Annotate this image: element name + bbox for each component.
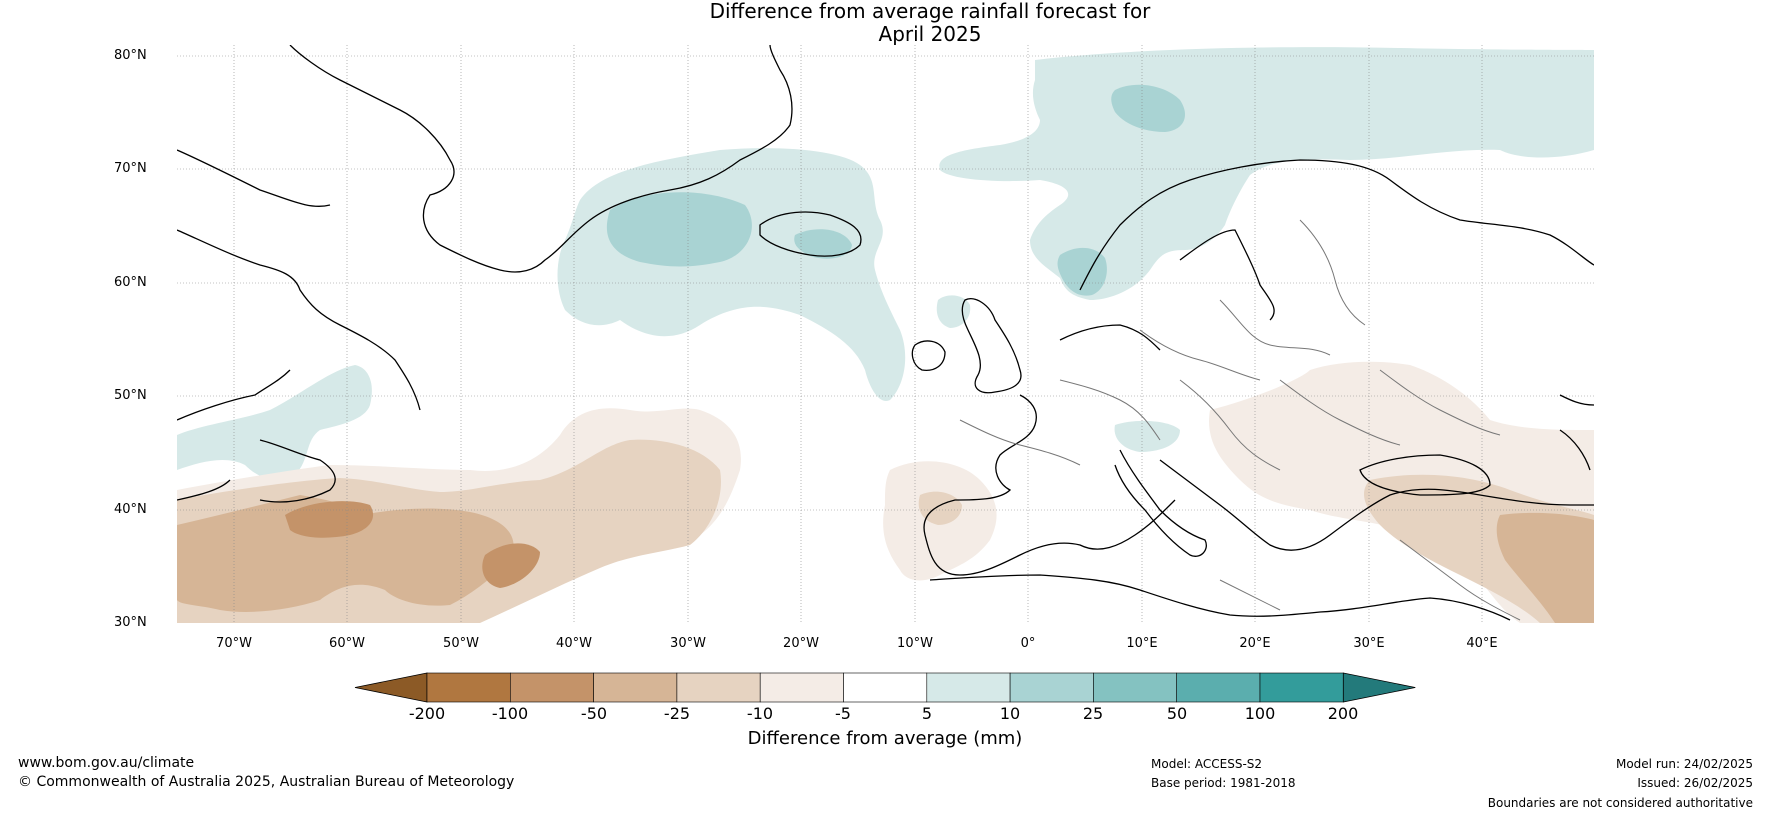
- wet-anomaly-barents: [939, 47, 1594, 301]
- colorbar-segment: [676, 672, 761, 703]
- colorbar-tick-label: 100: [1244, 704, 1276, 723]
- lon-label-60w: 60°W: [329, 636, 365, 651]
- title-line-1: Difference from average rainfall forecas…: [709, 0, 1151, 23]
- scandinavia-coast: [1079, 159, 1594, 321]
- lon-label-10e: 10°E: [1126, 636, 1158, 651]
- colorbar-tick-label: 50: [1166, 704, 1188, 723]
- colorbar-tick-label: 10: [999, 704, 1021, 723]
- colorbar-segment: [1009, 672, 1094, 703]
- lon-label-0: 0°: [1020, 636, 1036, 651]
- baffin-coast: [177, 149, 421, 411]
- colorbar-segment: [843, 672, 928, 703]
- model-run-text: Model run: 24/02/2025: [1615, 757, 1753, 771]
- dry-anomaly-atlantic-strong: [177, 495, 514, 612]
- lon-label-20e: 20°E: [1239, 636, 1271, 651]
- iceland-coast: [759, 211, 862, 257]
- lon-label-70w: 70°W: [216, 636, 252, 651]
- caspian-coast: [1559, 394, 1594, 471]
- colorbar-tick-label: -10: [746, 704, 774, 723]
- lat-label-80n: 80°N: [114, 48, 147, 63]
- website-link[interactable]: www.bom.gov.au/climate: [18, 755, 195, 771]
- labrador-coast: [177, 369, 336, 503]
- coastlines: [177, 45, 1594, 621]
- colorbar-title: Difference from average (mm): [747, 728, 1023, 749]
- graticule: [177, 45, 1594, 623]
- colorbar-tick-label: -100: [491, 704, 529, 723]
- wet-anomaly-alps: [1114, 420, 1180, 452]
- disclaimer-text: Boundaries are not considered authoritat…: [1487, 796, 1753, 810]
- wet-anomaly-labrador: [177, 365, 372, 481]
- north-africa-coast: [929, 574, 1511, 621]
- dry-anomaly-middle-east: [1496, 512, 1594, 623]
- colorbar-tick-label: -25: [663, 704, 691, 723]
- british-isles-coast: [911, 298, 1022, 394]
- copyright-text: © Commonwealth of Australia 2025, Austra…: [18, 774, 515, 790]
- lat-label-60n: 60°N: [114, 275, 147, 290]
- title-line-2: April 2025: [878, 22, 982, 46]
- balkans-coast: [1159, 459, 1594, 551]
- colorbar-segment: [1259, 672, 1344, 703]
- wet-anomaly-greenland-sea: [606, 192, 752, 267]
- colorbar-segment: [426, 672, 511, 703]
- dry-anomaly-atlantic-darkest-2: [482, 543, 540, 588]
- wet-anomaly-svalbard: [1111, 84, 1185, 132]
- lon-label-40w: 40°W: [556, 636, 592, 651]
- colorbar-segment: [759, 672, 844, 703]
- lon-label-30e: 30°E: [1353, 636, 1385, 651]
- lat-label-40n: 40°N: [114, 502, 147, 517]
- dry-anomaly-iberia-moderate: [918, 491, 962, 525]
- lon-label-40e: 40°E: [1466, 636, 1498, 651]
- colorbar-tick-label: 200: [1327, 704, 1359, 723]
- colorbar-extend-high: [1342, 672, 1416, 703]
- lon-label-20w: 20°W: [783, 636, 819, 651]
- colorbar-segment: [509, 672, 594, 703]
- model-text: Model: ACCESS-S2: [1151, 757, 1263, 771]
- colorbar-segment: [1176, 672, 1261, 703]
- colorbar-tick-label: -200: [408, 704, 446, 723]
- colorbar-tick-label: 25: [1082, 704, 1104, 723]
- issued-text: Issued: 26/02/2025: [1637, 776, 1753, 790]
- lat-label-30n: 30°N: [114, 615, 147, 630]
- lat-label-50n: 50°N: [114, 388, 147, 403]
- lon-label-10w: 10°W: [897, 636, 933, 651]
- colorbar: [354, 672, 1416, 703]
- colorbar-tick-label: -50: [580, 704, 608, 723]
- wet-anomaly-iceland: [794, 229, 852, 259]
- greenland-coast: [289, 45, 793, 273]
- lon-label-50w: 50°W: [443, 636, 479, 651]
- colorbar-tick-label: 5: [921, 704, 933, 723]
- colorbar-segment: [593, 672, 678, 703]
- chart-title: Difference from average rainfall forecas…: [600, 0, 1260, 46]
- colorbar-segment: [926, 672, 1011, 703]
- black-sea-coast: [1359, 454, 1491, 496]
- wet-anomaly-british-isles: [936, 295, 971, 328]
- western-europe-coast: [923, 324, 1176, 576]
- colorbar-tick-label: -5: [835, 704, 851, 723]
- italy-coast: [1114, 449, 1207, 557]
- country-borders: [959, 219, 1521, 621]
- lon-label-30w: 30°W: [670, 636, 706, 651]
- colorbar-extend-low: [354, 672, 428, 703]
- base-period-text: Base period: 1981-2018: [1151, 776, 1296, 790]
- lat-label-70n: 70°N: [114, 161, 147, 176]
- wet-anomaly-norway: [1057, 247, 1107, 296]
- map-area: [177, 45, 1594, 623]
- colorbar-segment: [1093, 672, 1178, 703]
